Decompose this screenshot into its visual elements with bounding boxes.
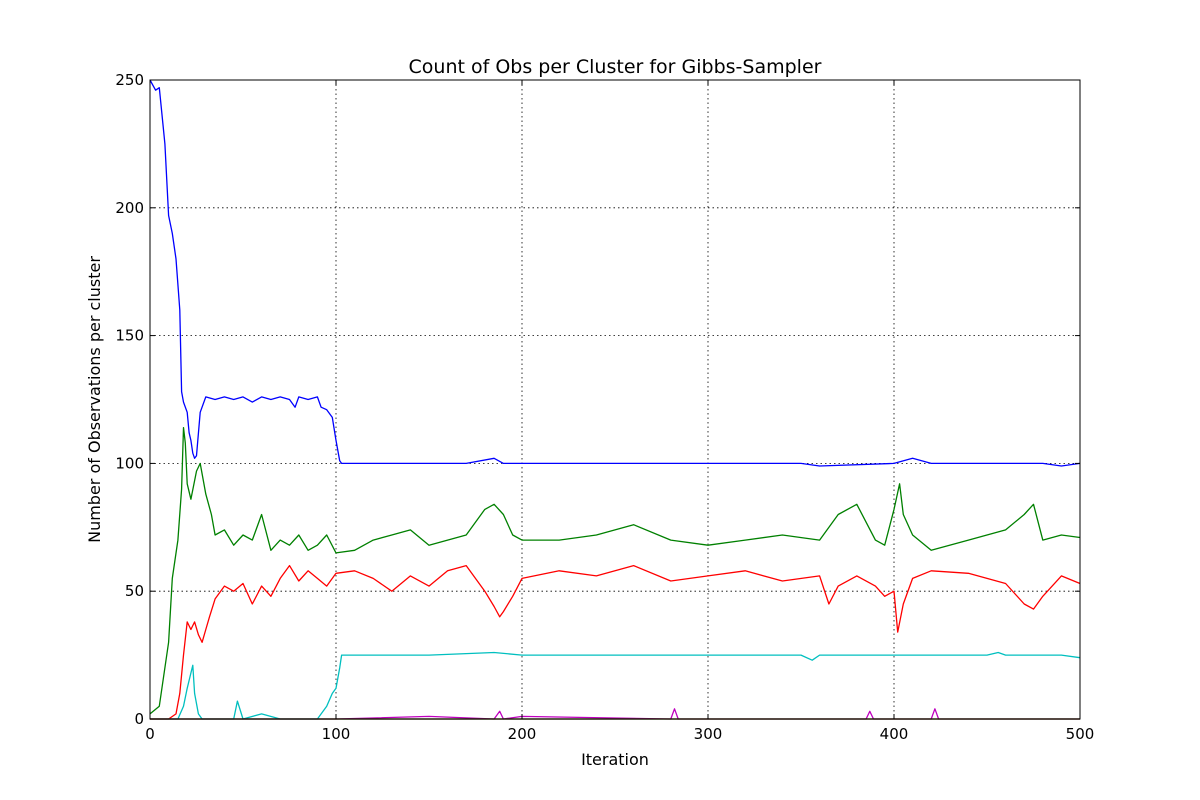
series-line-2 <box>149 426 1081 715</box>
x-tick-label: 500 <box>1066 725 1095 743</box>
series-line-4 <box>150 651 1081 720</box>
y-tick-label: 200 <box>115 199 144 217</box>
x-tick-label: 200 <box>508 725 537 743</box>
x-tick-label: 400 <box>880 725 909 743</box>
x-axis-label: Iteration <box>581 750 649 769</box>
series-line-3 <box>150 564 1081 720</box>
series-line-1 <box>149 79 1081 467</box>
series-line-5 <box>150 708 1080 720</box>
y-axis-label: Number of Observations per cluster <box>85 256 104 543</box>
y-tick-label: 100 <box>115 454 144 472</box>
plot-frame <box>149 79 1081 720</box>
y-tick-label: 150 <box>115 327 144 345</box>
x-tick-label: 300 <box>694 725 723 743</box>
y-tick-label: 50 <box>125 582 144 600</box>
x-tick-label: 0 <box>145 725 155 743</box>
y-tick-label: 0 <box>134 710 144 728</box>
x-tick-label: 100 <box>322 725 351 743</box>
axis-ticks: 0 100 200 300 400 500 0 50 100 150 200 250 <box>115 71 1094 743</box>
chart-title: Count of Obs per Cluster for Gibbs-Sampl… <box>409 56 822 78</box>
series-layer <box>149 79 1081 720</box>
y-tick-label: 250 <box>115 71 144 89</box>
